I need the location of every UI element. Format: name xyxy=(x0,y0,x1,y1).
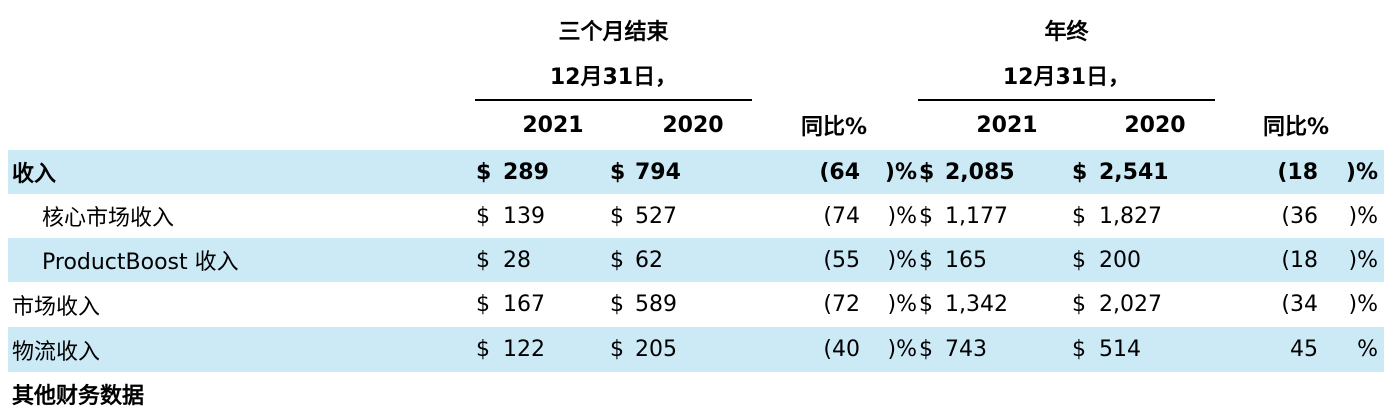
table-row-marketplace-revenue: 市场收入 $ 167 $ 589 (72 )% $ 1,342 $ 2,027 … xyxy=(8,282,1384,327)
year-yoy-value: (36 xyxy=(1281,203,1318,229)
three-month-yoy-value: (55 xyxy=(823,247,860,273)
row-label: 核心市场收入 xyxy=(42,206,175,231)
other-financial-data-heading: 其他财务数据 xyxy=(12,384,145,409)
three-month-2021-value: 289 xyxy=(503,159,549,185)
year-2020-value: 514 xyxy=(1099,337,1141,362)
currency-symbol: $ xyxy=(476,247,490,273)
currency-symbol: $ xyxy=(1072,159,1088,185)
three-month-2021-value: 28 xyxy=(503,247,531,273)
table-row-other-financial-data: 其他财务数据 xyxy=(8,372,1384,416)
three-months-header-rule xyxy=(475,99,752,101)
currency-symbol: $ xyxy=(476,159,492,185)
table-row-revenue: 收入 $ 289 $ 794 (64 )% $ 2,085 $ 2,541 (1… xyxy=(8,150,1384,194)
year-2020-value: 200 xyxy=(1099,247,1141,273)
currency-symbol: $ xyxy=(1072,292,1086,317)
three-month-2021-value: 167 xyxy=(503,292,545,317)
currency-symbol: $ xyxy=(476,337,490,362)
currency-symbol: $ xyxy=(610,337,624,362)
three-month-yoy-suffix: )% xyxy=(887,203,918,229)
three-month-2020-value: 205 xyxy=(635,337,677,362)
year-2021-value: 2,085 xyxy=(945,159,1015,185)
year-2021-value: 743 xyxy=(945,337,987,362)
row-label: 收入 xyxy=(12,162,57,187)
three-month-yoy-suffix: )% xyxy=(884,159,917,185)
currency-symbol: $ xyxy=(919,292,933,317)
currency-symbol: $ xyxy=(476,203,490,229)
three-months-ended-date: 12月31日， xyxy=(549,65,678,90)
three-month-2020-value: 527 xyxy=(635,203,677,229)
row-label: 物流收入 xyxy=(12,339,101,365)
three-month-2020-value: 62 xyxy=(635,247,663,273)
currency-symbol: $ xyxy=(919,159,935,185)
column-header-year-yoy: 同比% xyxy=(1262,115,1330,140)
currency-symbol: $ xyxy=(610,292,624,317)
column-header-three-months-2021: 2021 xyxy=(522,112,584,138)
currency-symbol: $ xyxy=(1072,247,1086,273)
table-row-core-marketplace-revenue: 核心市场收入 $ 139 $ 527 (74 )% $ 1,177 $ 1,82… xyxy=(8,194,1384,238)
three-month-2020-value: 794 xyxy=(635,159,681,185)
column-header-three-months-yoy: 同比% xyxy=(800,115,868,140)
three-month-yoy-suffix: )% xyxy=(887,247,918,273)
three-month-2021-value: 139 xyxy=(503,203,545,229)
year-2021-value: 1,177 xyxy=(945,203,1008,229)
year-yoy-suffix: )% xyxy=(1348,203,1379,229)
currency-symbol: $ xyxy=(1072,337,1086,362)
currency-symbol: $ xyxy=(919,247,933,273)
year-yoy-suffix: % xyxy=(1357,337,1378,362)
three-month-yoy-suffix: )% xyxy=(887,337,918,362)
year-ended-title: 年终 xyxy=(1044,20,1089,45)
three-month-yoy-value: (72 xyxy=(823,292,860,317)
three-month-yoy-value: (64 xyxy=(819,159,860,185)
table-row-logistics-revenue: 物流收入 $ 122 $ 205 (40 )% $ 743 $ 514 45 % xyxy=(8,327,1384,372)
column-header-year-2021: 2021 xyxy=(976,112,1038,138)
three-month-2020-value: 589 xyxy=(635,292,677,317)
year-yoy-value: (34 xyxy=(1281,292,1318,317)
row-label: 市场收入 xyxy=(12,294,101,320)
currency-symbol: $ xyxy=(919,203,933,229)
currency-symbol: $ xyxy=(919,337,933,362)
year-2021-value: 1,342 xyxy=(945,292,1008,317)
year-2020-value: 1,827 xyxy=(1099,203,1162,229)
currency-symbol: $ xyxy=(476,292,490,317)
currency-symbol: $ xyxy=(610,247,624,273)
three-month-yoy-value: (40 xyxy=(823,337,860,362)
year-yoy-value: 45 xyxy=(1290,337,1318,362)
currency-symbol: $ xyxy=(1072,203,1086,229)
three-month-yoy-suffix: )% xyxy=(887,292,918,317)
year-yoy-suffix: )% xyxy=(1348,292,1379,317)
table-row-productboost-revenue: ProductBoost 收入 $ 28 $ 62 (55 )% $ 165 $… xyxy=(8,238,1384,282)
currency-symbol: $ xyxy=(610,159,626,185)
year-ended-header-rule xyxy=(918,99,1215,101)
year-yoy-suffix: )% xyxy=(1345,159,1378,185)
year-2021-value: 165 xyxy=(945,247,987,273)
year-yoy-suffix: )% xyxy=(1348,247,1379,273)
column-header-three-months-2020: 2020 xyxy=(662,112,724,138)
three-month-yoy-value: (74 xyxy=(823,203,860,229)
year-yoy-value: (18 xyxy=(1277,159,1318,185)
row-label: ProductBoost 收入 xyxy=(42,250,239,275)
year-2020-value: 2,027 xyxy=(1099,292,1162,317)
three-months-ended-title: 三个月结束 xyxy=(558,20,669,45)
currency-symbol: $ xyxy=(610,203,624,229)
year-ended-date: 12月31日， xyxy=(1002,65,1131,90)
column-header-year-2020: 2020 xyxy=(1124,112,1186,138)
three-month-2021-value: 122 xyxy=(503,337,545,362)
year-2020-value: 2,541 xyxy=(1099,159,1169,185)
year-yoy-value: (18 xyxy=(1281,247,1318,273)
